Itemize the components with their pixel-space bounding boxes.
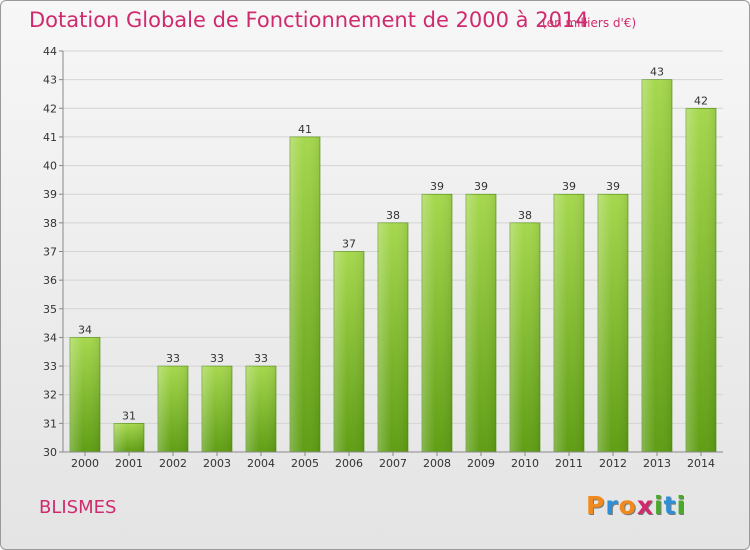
y-tick-label: 33	[43, 360, 57, 373]
y-tick-label: 42	[43, 102, 57, 115]
y-tick-label: 44	[43, 45, 57, 58]
y-tick-label: 31	[43, 417, 57, 430]
x-tick-label: 2010	[511, 457, 539, 470]
x-tick-label: 2012	[599, 457, 627, 470]
bar-shine	[158, 366, 188, 452]
y-tick-label: 41	[43, 131, 57, 144]
x-tick-label: 2007	[379, 457, 407, 470]
bar-value-label: 38	[518, 209, 532, 222]
bar-value-label: 37	[342, 238, 356, 251]
bar-shine	[510, 222, 540, 452]
x-tick-label: 2000	[71, 457, 99, 470]
bar-value-label: 41	[298, 123, 312, 136]
x-tick-label: 2013	[643, 457, 671, 470]
bar-value-label: 31	[122, 409, 136, 422]
bar-value-label: 39	[430, 180, 444, 193]
x-tick-label: 2005	[291, 457, 319, 470]
bar-shine	[246, 366, 276, 452]
chart-unit: (en milliers d'€)	[542, 16, 637, 30]
y-tick-label: 38	[43, 217, 57, 230]
bar-value-label: 43	[650, 66, 664, 79]
x-tick-label: 2006	[335, 457, 363, 470]
bar-shine	[642, 79, 672, 453]
x-tick-label: 2011	[555, 457, 583, 470]
commune-name: BLISMES	[39, 497, 117, 518]
y-tick-label: 36	[43, 274, 57, 287]
bar-shine	[70, 337, 100, 452]
bar-value-label: 39	[606, 180, 620, 193]
bar-shine	[598, 194, 628, 452]
bar-shine	[554, 194, 584, 452]
bar-shine	[378, 222, 408, 452]
x-tick-label: 2004	[247, 457, 275, 470]
y-tick-label: 40	[43, 160, 57, 173]
bar-value-label: 33	[210, 352, 224, 365]
axes	[59, 50, 723, 456]
bar-value-label: 42	[694, 94, 708, 107]
chart-title: Dotation Globale de Fonctionnement de 20…	[29, 8, 589, 32]
y-tick-label: 39	[43, 188, 57, 201]
x-tick-label: 2001	[115, 457, 143, 470]
bar-shine	[466, 194, 496, 452]
x-tick-label: 2002	[159, 457, 187, 470]
labels: 30 31 32 33 34 35 36 37 38 39 40 41 42 43 44 34 2000 31 20…	[43, 45, 715, 470]
x-tick-label: 2014	[687, 457, 715, 470]
bar-value-label: 38	[386, 209, 400, 222]
y-tick-label: 35	[43, 303, 57, 316]
y-tick-label: 37	[43, 246, 57, 259]
y-tick-label: 32	[43, 389, 57, 402]
bar-value-label: 39	[562, 180, 576, 193]
bar-value-label: 33	[254, 352, 268, 365]
y-tick-label: 43	[43, 74, 57, 87]
bar-value-label: 39	[474, 180, 488, 193]
x-tick-label: 2003	[203, 457, 231, 470]
bar-value-label: 34	[78, 323, 92, 336]
bar-shine	[334, 251, 364, 452]
y-tick-label: 30	[43, 446, 57, 459]
bar-shine	[290, 136, 320, 452]
bar-shine	[686, 108, 716, 453]
bar-value-label: 33	[166, 352, 180, 365]
x-tick-label: 2008	[423, 457, 451, 470]
bar-shine	[114, 423, 144, 452]
bars	[69, 79, 717, 453]
bar-shine	[202, 366, 232, 452]
proxiti-logo: Proxiti	[586, 491, 687, 520]
x-tick-label: 2009	[467, 457, 495, 470]
y-tick-label: 34	[43, 331, 57, 344]
bar-shine	[422, 194, 452, 452]
